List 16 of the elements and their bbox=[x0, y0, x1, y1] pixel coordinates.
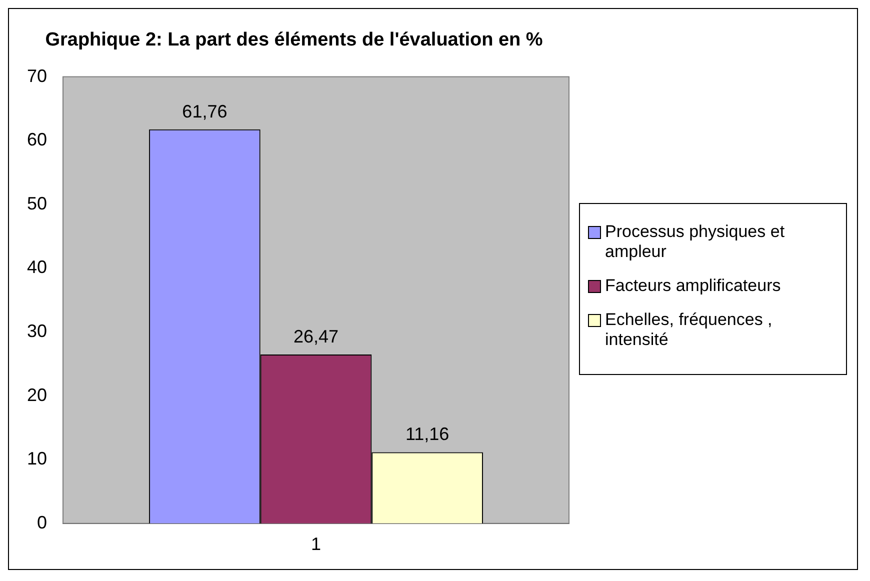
y-tick-label: 0 bbox=[37, 512, 48, 532]
y-tick-label: 30 bbox=[26, 320, 48, 341]
x-tick-label: 1 bbox=[311, 534, 322, 554]
data-label: 61,76 bbox=[182, 101, 228, 122]
y-tick-label: 60 bbox=[26, 130, 48, 150]
legend-label: Processus physiques et ampleur bbox=[605, 222, 786, 262]
legend-label: Echelles, fréquences , intensité bbox=[605, 310, 774, 350]
y-tick-label: 70 bbox=[26, 66, 48, 86]
y-tick-label: 10 bbox=[26, 448, 48, 469]
y-tick-label: 20 bbox=[26, 384, 48, 405]
y-tick-label: 40 bbox=[26, 257, 48, 278]
data-label: 26,47 bbox=[293, 326, 339, 346]
y-tick-label: 50 bbox=[26, 193, 48, 214]
chart-title: Graphique 2: La part des éléments de l'évaluation en % bbox=[45, 30, 543, 51]
legend-label: Facteurs amplificateurs bbox=[605, 276, 781, 296]
data-label: 11,16 bbox=[405, 424, 450, 444]
